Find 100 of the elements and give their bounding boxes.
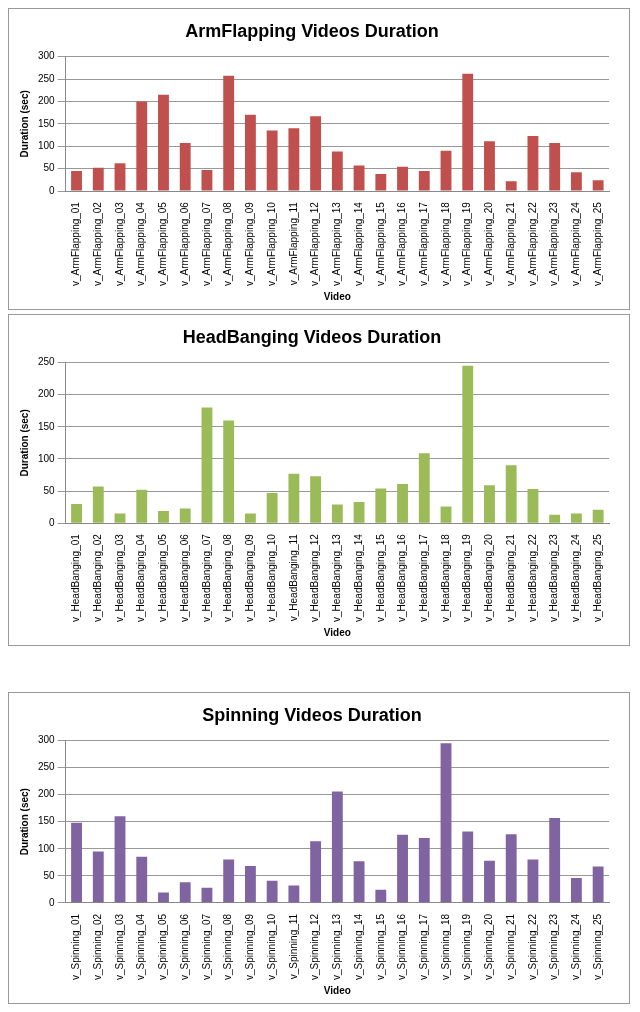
y-tick-label: 200: [38, 388, 56, 400]
bar: [310, 841, 322, 903]
x-axis-title: Video: [323, 290, 351, 302]
x-tick-label: v_Spinning_07: [200, 913, 212, 980]
y-tick-label: 100: [38, 139, 56, 151]
bar: [440, 743, 452, 903]
y-tick-label: 100: [38, 452, 56, 464]
bar: [505, 181, 517, 191]
bar: [244, 513, 256, 523]
y-tick-label: 0: [49, 516, 56, 528]
y-tick-label: 50: [43, 869, 56, 881]
bar: [136, 856, 148, 903]
y-axis-title: Duration (sec): [18, 409, 30, 477]
bar: [592, 866, 604, 903]
x-tick-label: v_HeadBanging_08: [222, 533, 234, 623]
x-tick-label: v_HeadBanging_20: [483, 533, 495, 623]
bar: [570, 172, 582, 191]
y-tick-label: 100: [38, 842, 56, 854]
y-tick-label: 300: [38, 734, 56, 746]
x-tick-label: v_HeadBanging_01: [70, 533, 82, 623]
bar: [71, 170, 82, 191]
y-tick-label: 300: [38, 50, 56, 62]
bar: [418, 837, 430, 903]
x-tick-label: v_Spinning_06: [178, 913, 190, 980]
bar: [114, 163, 126, 191]
bar: [244, 114, 256, 191]
x-tick-label: v_ArmFlapping_11: [287, 201, 299, 286]
x-tick-label: v_ArmFlapping_01: [70, 201, 82, 286]
x-tick-label: v_HeadBanging_09: [244, 533, 256, 623]
bar: [484, 860, 495, 903]
chart-title: Spinning Videos Duration: [202, 704, 422, 725]
x-tick-label: v_Spinning_11: [287, 913, 299, 980]
y-axis-title: Duration (sec): [18, 90, 30, 158]
x-tick-label: v_ArmFlapping_24: [570, 201, 582, 286]
x-tick-label: v_Spinning_20: [483, 913, 495, 980]
bar: [179, 508, 191, 523]
x-tick-label: v_HeadBanging_16: [396, 533, 408, 623]
x-tick-label: v_HeadBanging_23: [548, 533, 560, 623]
bar: [592, 509, 604, 523]
bar: [353, 861, 365, 903]
bar: [136, 489, 148, 523]
y-tick-label: 150: [38, 117, 56, 129]
x-tick-label: v_HeadBanging_19: [461, 533, 473, 623]
bar: [92, 851, 104, 903]
bar: [570, 877, 582, 903]
bar: [549, 143, 561, 191]
bar: [549, 514, 561, 523]
bar: [505, 465, 517, 523]
y-tick-label: 150: [38, 815, 56, 827]
bar: [353, 501, 365, 523]
bar: [114, 513, 126, 523]
bar: [418, 170, 430, 191]
x-tick-label: v_ArmFlapping_15: [374, 201, 386, 286]
x-tick-label: v_HeadBanging_13: [331, 533, 343, 623]
y-axis-title: Duration (sec): [18, 788, 30, 856]
bar: [158, 94, 169, 191]
x-tick-label: v_Spinning_16: [396, 913, 408, 980]
x-tick-label: v_Spinning_18: [439, 913, 451, 980]
x-tick-label: v_ArmFlapping_12: [309, 201, 321, 286]
y-tick-label: 200: [38, 95, 56, 107]
bar: [288, 473, 300, 523]
bar: [440, 150, 452, 191]
x-tick-label: v_Spinning_24: [570, 913, 582, 980]
bar: [397, 483, 408, 523]
x-tick-label: v_Spinning_04: [135, 913, 147, 980]
x-tick-label: v_ArmFlapping_18: [439, 201, 451, 286]
x-tick-label: v_ArmFlapping_25: [591, 201, 603, 286]
bar: [201, 407, 213, 523]
y-tick-label: 150: [38, 420, 56, 432]
bar: [331, 791, 343, 903]
y-tick-label: 0: [49, 184, 56, 196]
x-axis-title: Video: [323, 626, 351, 638]
bar: [331, 504, 343, 523]
bar: [592, 180, 604, 191]
bar: [375, 889, 387, 903]
x-tick-label: v_ArmFlapping_07: [200, 201, 212, 286]
bar: [353, 165, 365, 191]
bar: [223, 859, 235, 903]
x-tick-label: v_ArmFlapping_10: [265, 201, 277, 286]
y-tick-label: 50: [43, 162, 56, 174]
bar: [244, 866, 256, 903]
bar: [484, 485, 495, 523]
x-tick-label: v_ArmFlapping_02: [92, 201, 104, 286]
bar: [266, 130, 278, 191]
y-tick-label: 200: [38, 788, 56, 800]
x-tick-label: v_ArmFlapping_08: [222, 201, 234, 286]
bar: [114, 816, 126, 903]
x-tick-label: v_ArmFlapping_06: [178, 201, 190, 286]
chart-title: ArmFlapping Videos Duration: [185, 20, 439, 41]
bar: [201, 170, 213, 191]
bar: [71, 822, 82, 903]
x-tick-label: v_HeadBanging_22: [526, 533, 538, 623]
bar: [397, 166, 408, 191]
bar: [223, 420, 235, 523]
y-tick-label: 50: [43, 484, 56, 496]
x-tick-label: v_ArmFlapping_16: [396, 201, 408, 286]
x-tick-label: v_HeadBanging_04: [135, 533, 147, 623]
bar: [71, 503, 82, 523]
x-tick-label: v_ArmFlapping_09: [244, 201, 256, 286]
x-tick-label: v_HeadBanging_10: [265, 533, 277, 623]
